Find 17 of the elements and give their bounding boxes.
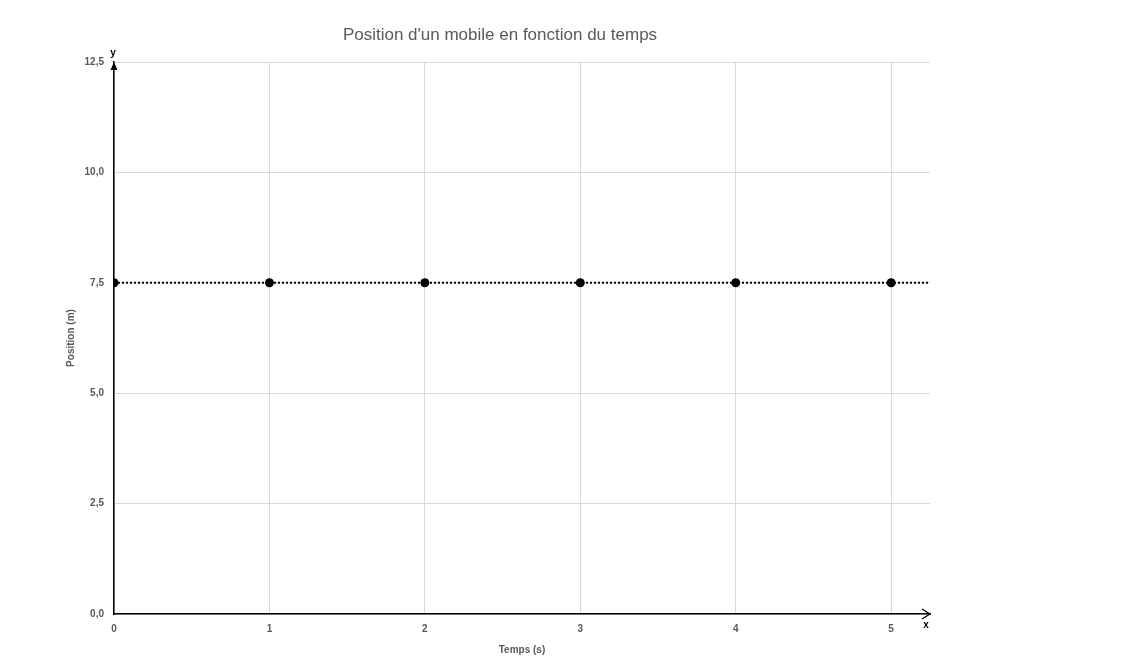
- y-tick-label: 0,0: [90, 607, 105, 619]
- x-tick-label: 1: [266, 622, 273, 634]
- x-tick-label: 4: [732, 622, 739, 634]
- x-tick-label: 3: [577, 622, 584, 634]
- y-tick-label: 12,5: [84, 55, 105, 67]
- y-axis-title: Position (m): [64, 309, 76, 367]
- text: x: [923, 618, 930, 630]
- x-axis-title: Temps (s): [498, 643, 546, 655]
- y-tick-label: 7,5: [90, 276, 105, 288]
- y-tick-label: 5,0: [90, 386, 105, 398]
- y-tick-label: 2,5: [90, 497, 105, 509]
- x-tick-label: 2: [422, 622, 429, 634]
- x-tick-label: 5: [888, 622, 895, 634]
- text: y: [110, 46, 117, 58]
- chart-title: Position d'un mobile en fonction du temps: [342, 24, 658, 44]
- x-tick-label: 0: [111, 622, 118, 634]
- y-tick-label: 10,0: [84, 166, 105, 178]
